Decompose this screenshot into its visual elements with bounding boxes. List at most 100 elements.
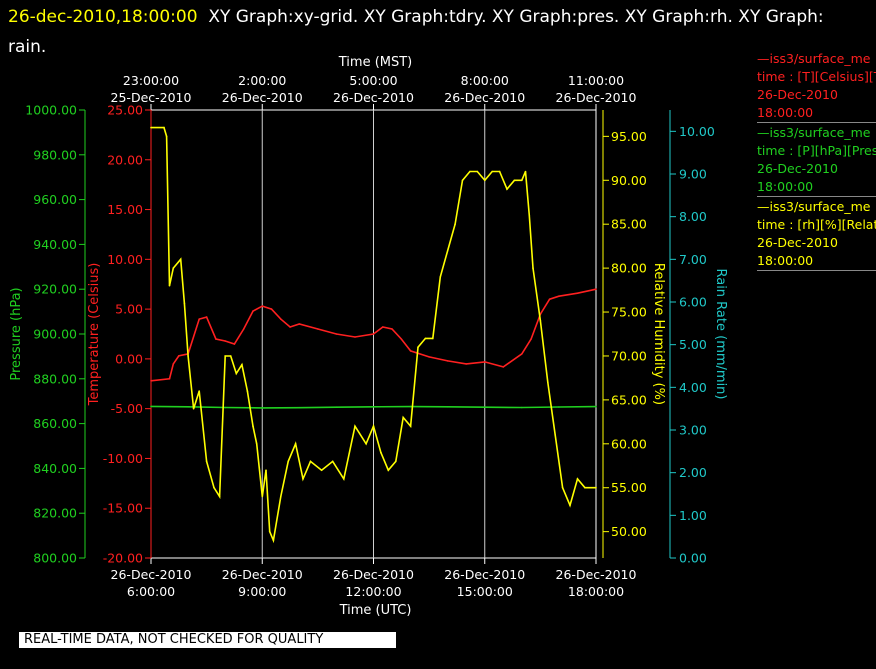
data-point-temperature <box>224 340 226 342</box>
humidity-tick-label: 90.00 <box>611 173 647 188</box>
humidity-tick-label: 50.00 <box>611 524 647 539</box>
data-point-relative-humidity <box>165 135 168 138</box>
data-point-relative-humidity <box>241 363 243 366</box>
pressure-tick-label: 860.00 <box>33 416 77 431</box>
data-point-temperature <box>242 328 245 330</box>
data-point-relative-humidity <box>446 249 449 252</box>
data-point-relative-humidity <box>205 460 208 463</box>
data-point-relative-humidity <box>417 346 419 349</box>
legend-entry-temperature[interactable]: —iss3/surface_me time : [T][Celsius][T 2… <box>757 50 876 123</box>
data-point-relative-humidity <box>268 530 271 533</box>
legend-entry-humidity[interactable]: —iss3/surface_me time : [rh][%][Relati 2… <box>757 198 876 271</box>
rain-axis-title: Rain Rate (mm/min) <box>713 268 728 399</box>
data-point-relative-humidity <box>539 320 542 322</box>
data-point-temperature <box>178 355 180 357</box>
data-point-relative-humidity <box>198 390 200 392</box>
data-point-relative-humidity <box>213 486 215 489</box>
temperature-tick-label: -5.00 <box>111 401 143 416</box>
legend-line2: time : [T][Celsius][T <box>757 69 876 84</box>
top-tick-date: 26-Dec-2010 <box>556 90 637 105</box>
data-point-relative-humidity <box>150 126 152 129</box>
data-point-temperature <box>595 288 597 291</box>
legend-line3: 26-Dec-2010 <box>757 161 838 176</box>
humidity-axis-title: Relative Humidity (%) <box>651 263 666 405</box>
top-tick-date: 26-Dec-2010 <box>333 90 414 105</box>
data-point-relative-humidity <box>372 425 375 428</box>
data-point-temperature <box>382 326 384 328</box>
x-tick-date: 26-Dec-2010 <box>444 567 525 582</box>
data-point-relative-humidity <box>192 407 195 410</box>
pressure-tick-label: 840.00 <box>33 461 77 476</box>
data-point-relative-humidity <box>187 355 189 357</box>
data-point-temperature <box>205 316 208 318</box>
data-point-relative-humidity <box>183 302 186 305</box>
legend-line4: 18:00:00 <box>757 179 814 194</box>
x-tick-date: 26-Dec-2010 <box>556 567 637 582</box>
humidity-tick-label: 85.00 <box>611 217 647 232</box>
data-point-temperature <box>233 343 236 345</box>
data-point-relative-humidity <box>302 478 304 480</box>
pressure-tick-label: 800.00 <box>33 551 77 566</box>
x-tick-time: 9:00:00 <box>238 584 286 599</box>
data-point-temperature <box>446 360 449 362</box>
legend-line3: 26-Dec-2010 <box>757 87 838 102</box>
data-point-temperature <box>252 310 254 312</box>
data-point-relative-humidity <box>584 486 586 489</box>
data-point-relative-humidity <box>168 284 171 287</box>
data-point-relative-humidity <box>179 258 182 261</box>
data-point-temperature <box>391 328 393 330</box>
data-point-temperature <box>298 323 301 325</box>
data-point-relative-humidity <box>424 337 427 340</box>
pressure-tick-label: 920.00 <box>33 282 77 297</box>
x-axis-label: Time (UTC) <box>339 603 412 618</box>
data-point-temperature <box>576 292 579 295</box>
data-point-relative-humidity <box>569 504 571 507</box>
data-point-relative-humidity <box>246 390 249 392</box>
legend-line1: —iss3/surface_me <box>757 199 871 214</box>
data-point-relative-humidity <box>354 425 356 428</box>
data-point-temperature <box>465 363 468 365</box>
data-point-temperature <box>168 378 171 380</box>
quality-warning: REAL-TIME DATA, NOT CHECKED FOR QUALITY <box>19 632 396 648</box>
data-point-relative-humidity <box>272 539 275 542</box>
temperature-tick-label: 0.00 <box>115 351 143 366</box>
data-point-relative-humidity <box>395 460 397 463</box>
data-point-relative-humidity <box>469 170 471 173</box>
data-point-relative-humidity <box>294 443 297 445</box>
graph-titles: XY Graph:xy-grid. XY Graph:tdry. XY Grap… <box>208 7 824 27</box>
pressure-tick-label: 980.00 <box>33 147 77 162</box>
data-point-relative-humidity <box>365 443 367 445</box>
top-tick-date: 26-Dec-2010 <box>222 90 303 105</box>
data-point-temperature <box>548 298 551 301</box>
data-point-pressure <box>298 406 301 409</box>
humidity-tick-label: 55.00 <box>611 480 647 495</box>
temperature-tick-label: 15.00 <box>107 202 143 217</box>
temperature-tick-label: 5.00 <box>115 302 143 317</box>
data-point-relative-humidity <box>229 355 232 357</box>
data-point-temperature <box>428 356 430 358</box>
top-tick-date: 25-Dec-2010 <box>111 90 192 105</box>
data-point-relative-humidity <box>432 337 434 340</box>
data-point-relative-humidity <box>513 179 516 182</box>
data-point-relative-humidity <box>235 372 238 375</box>
data-point-temperature <box>261 305 264 307</box>
data-point-pressure <box>484 406 486 409</box>
series-line-relative-humidity <box>151 126 596 544</box>
temperature-tick-label: -15.00 <box>103 501 143 516</box>
top-tick-time: 5:00:00 <box>349 73 397 88</box>
data-point-relative-humidity <box>163 126 165 129</box>
rain-tick-label: 10.00 <box>679 124 715 139</box>
data-point-temperature <box>270 308 273 310</box>
data-point-relative-humidity <box>224 355 226 357</box>
legend-entry-pressure[interactable]: —iss3/surface_me time : [P][hPa][Pres 26… <box>757 124 876 197</box>
data-point-relative-humidity <box>252 425 254 428</box>
pressure-tick-label: 900.00 <box>33 327 77 342</box>
legend-line4: 18:00:00 <box>757 105 814 120</box>
legend-line3: 26-Dec-2010 <box>757 235 838 250</box>
pressure-tick-label: 880.00 <box>33 371 77 386</box>
data-point-relative-humidity <box>320 469 323 472</box>
data-point-relative-humidity <box>402 416 405 419</box>
data-point-relative-humidity <box>380 451 382 454</box>
data-point-relative-humidity <box>287 460 290 463</box>
